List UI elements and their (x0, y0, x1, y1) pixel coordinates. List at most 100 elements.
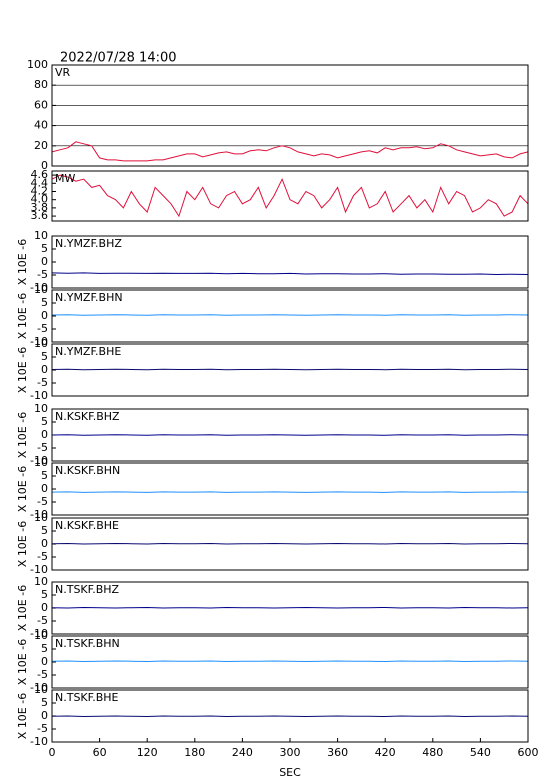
y-axis-label: X 10E -6 (16, 693, 29, 739)
x-tick-label: 600 (518, 746, 539, 759)
x-tick-label: 540 (470, 746, 491, 759)
y-tick-label: 0 (41, 363, 48, 376)
y-tick-label: 5 (41, 524, 48, 537)
panel-frame (51, 581, 529, 635)
data-line (51, 660, 529, 663)
y-tick-label: -5 (37, 495, 48, 508)
y-tick-label: 3.8 (31, 201, 49, 214)
x-tick-label: 0 (49, 746, 56, 759)
y-tick-label: 4.6 (31, 168, 49, 181)
panel-label: N.TSKF.BHZ (55, 583, 120, 596)
panel-frame (51, 408, 529, 462)
y-tick-label: 5 (41, 350, 48, 363)
data-line (51, 542, 529, 545)
y-tick-label: -5 (37, 614, 48, 627)
y-tick-label: 0 (41, 309, 48, 322)
y-tick-label: -10 (30, 508, 48, 521)
y-tick-label: 5 (41, 588, 48, 601)
chart-title: 2022/07/28 14:00 (60, 51, 177, 66)
y-axis-label: X 10E -6 (16, 466, 29, 512)
y-axis-label: X 10E -6 (16, 585, 29, 631)
y-tick-label: -5 (37, 722, 48, 735)
panel-frame (51, 64, 529, 167)
y-axis-label: X 10E -6 (16, 293, 29, 339)
panel-frame (51, 517, 529, 571)
y-tick-label: -10 (30, 627, 48, 640)
panel-frame (51, 289, 529, 343)
panel-frame (51, 235, 529, 289)
y-tick-label: 10 (34, 283, 48, 296)
panel-label: N.YMZF.BHN (55, 291, 123, 304)
y-tick-label: -5 (37, 376, 48, 389)
y-tick-label: 0 (41, 482, 48, 495)
data-line (51, 141, 529, 162)
y-tick-label: 5 (41, 696, 48, 709)
panel-label: N.YMZF.BHZ (55, 237, 122, 250)
panel-frame (51, 343, 529, 397)
y-tick-label: -10 (30, 281, 48, 294)
y-tick-label: 80 (34, 78, 48, 91)
y-tick-label: 10 (34, 229, 48, 242)
y-tick-label: 4.4 (31, 176, 49, 189)
panel-label: N.TSKF.BHE (55, 691, 119, 704)
x-axis-label: SEC (279, 766, 301, 779)
x-tick-label: 120 (137, 746, 158, 759)
data-line (51, 434, 529, 436)
y-tick-label: -5 (37, 322, 48, 335)
y-tick-label: 10 (34, 629, 48, 642)
data-line (51, 715, 529, 718)
y-tick-label: 0 (41, 601, 48, 614)
y-tick-label: 0 (41, 655, 48, 668)
panel-label: N.YMZF.BHE (55, 345, 121, 358)
data-line (51, 606, 529, 609)
y-axis-label: X 10E -6 (16, 412, 29, 458)
x-tick-label: 420 (375, 746, 396, 759)
x-tick-label: 240 (232, 746, 253, 759)
y-tick-label: -10 (30, 454, 48, 467)
y-axis-label: X 10E -6 (16, 521, 29, 567)
panel-label: N.TSKF.BHN (55, 637, 120, 650)
y-tick-label: 0 (41, 428, 48, 441)
y-tick-label: 0 (41, 537, 48, 550)
panel-label: VR (55, 66, 71, 79)
data-line (51, 368, 529, 371)
panel-frame (51, 170, 529, 222)
y-tick-label: 10 (34, 683, 48, 696)
y-tick-label: 10 (34, 511, 48, 524)
y-tick-label: 5 (41, 296, 48, 309)
x-tick-label: 180 (184, 746, 205, 759)
data-line (51, 272, 529, 276)
y-tick-label: 3.6 (31, 209, 49, 222)
x-tick-label: 300 (280, 746, 301, 759)
x-tick-label: 360 (327, 746, 348, 759)
panel-label: N.KSKF.BHN (55, 464, 120, 477)
y-tick-label: -5 (37, 441, 48, 454)
y-tick-label: -5 (37, 268, 48, 281)
x-tick-label: 480 (422, 746, 443, 759)
y-tick-label: 5 (41, 469, 48, 482)
y-tick-label: 10 (34, 575, 48, 588)
y-tick-label: -5 (37, 550, 48, 563)
y-axis-label: X 10E -6 (16, 639, 29, 685)
y-tick-label: 0 (41, 159, 48, 172)
x-tick-label: 60 (93, 746, 107, 759)
y-tick-label: 5 (41, 642, 48, 655)
data-line (51, 491, 529, 493)
y-tick-label: 10 (34, 337, 48, 350)
y-tick-label: 4.0 (31, 193, 49, 206)
data-line (51, 314, 529, 316)
y-tick-label: 4.2 (31, 184, 49, 197)
y-tick-label: 10 (34, 402, 48, 415)
y-tick-label: 20 (34, 139, 48, 152)
y-tick-label: -5 (37, 668, 48, 681)
y-tick-label: -10 (30, 335, 48, 348)
panel-frame (51, 635, 529, 689)
y-tick-label: 60 (34, 98, 48, 111)
data-line (51, 174, 529, 218)
y-tick-label: 5 (41, 242, 48, 255)
y-tick-label: -10 (30, 389, 48, 402)
y-tick-label: 5 (41, 415, 48, 428)
panel-frame (51, 462, 529, 516)
